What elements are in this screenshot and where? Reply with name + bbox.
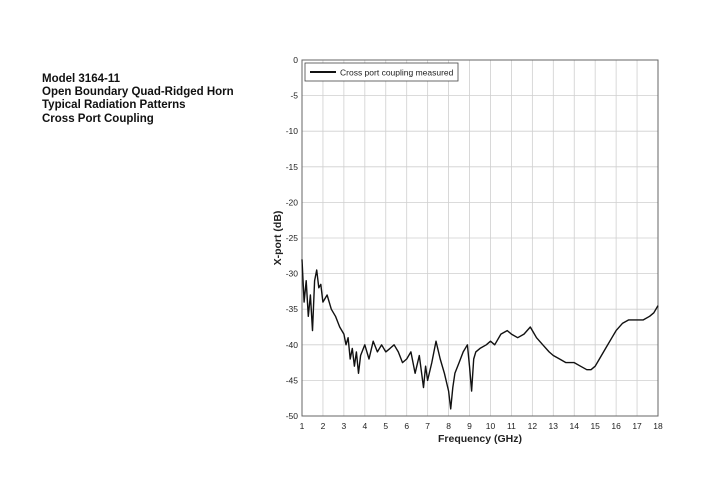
model-label: Model 3164-11 [42,73,120,85]
chart-name-label: Cross Port Coupling [42,112,154,125]
x-tick-label: 6 [404,421,409,431]
x-tick-label: 3 [342,421,347,431]
x-tick-label: 13 [549,421,559,431]
x-axis-label: Frequency (GHz) [438,433,522,445]
x-tick-label: 2 [321,421,326,431]
subtitle-label: Typical Radiation Patterns [42,99,186,112]
x-tick-label: 18 [653,421,663,431]
y-tick-label: -30 [286,269,299,279]
title-block: Model 3164-11 Open Boundary Quad-Ridged … [42,73,234,126]
x-tick-label: 11 [507,421,516,431]
x-tick-label: 4 [362,421,367,431]
plot-frame [301,59,659,417]
y-tick-label: -25 [286,233,299,243]
y-axis-label: X-port (dB) [272,211,284,266]
x-tick-label: 14 [570,421,580,431]
y-tick-label: 0 [293,55,298,65]
x-tick-label: 7 [425,421,430,431]
y-tick-label: -20 [286,197,299,207]
product-label: Open Boundary Quad-Ridged Horn [42,86,234,99]
x-tick-label: 5 [383,421,388,431]
y-tick-label: -10 [286,126,299,136]
x-tick-labels: 1 2 3 4 5 6 7 8 9 10 11 12 13 14 15 16 17 18 [300,421,663,431]
x-tick-label: 10 [486,421,496,431]
x-tick-label: 1 [300,421,305,431]
x-tick-label: 8 [446,421,451,431]
legend: Cross port coupling measured [304,62,459,82]
y-tick-label: -40 [286,340,299,350]
legend-label: Cross port coupling measured [340,68,454,78]
y-tick-label: -50 [286,411,299,421]
x-tick-label: 15 [590,421,600,431]
x-tick-label: 9 [467,421,472,431]
y-tick-label: -45 [286,375,299,385]
series-lines [301,259,659,410]
legend-box [304,62,459,82]
y-tick-label: -5 [290,91,298,101]
x-tick-label: 12 [528,421,538,431]
y-tick-label: -35 [286,304,299,314]
x-tick-label: 17 [632,421,642,431]
y-tick-label: -15 [286,162,299,172]
x-tick-label: 16 [611,421,621,431]
y-tick-labels: 0 -5 -10 -15 -20 -25 -30 -35 -40 -45 -50 [286,55,299,421]
series-line-cross-port-coupling [301,259,659,410]
